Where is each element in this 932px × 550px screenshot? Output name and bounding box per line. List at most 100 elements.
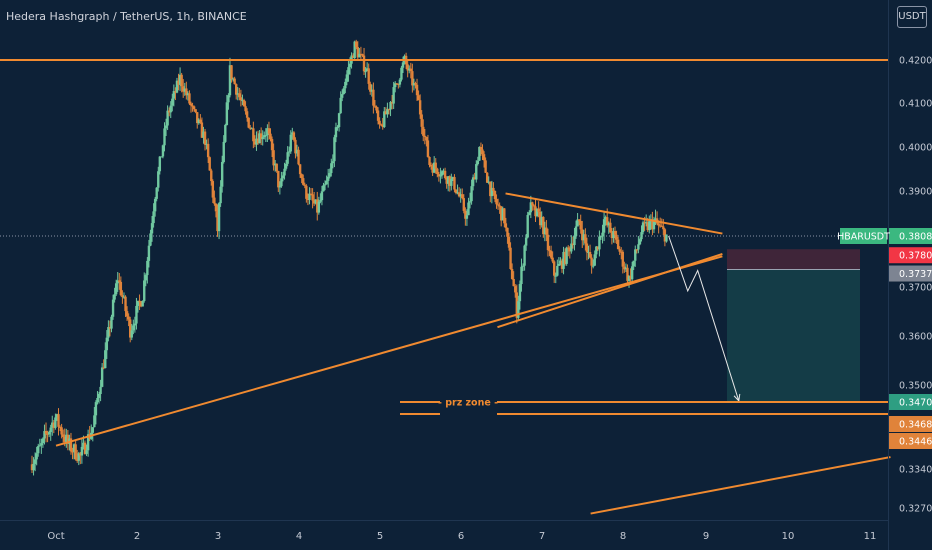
candle-body[interactable] (242, 100, 246, 107)
candle-body[interactable] (69, 438, 73, 452)
candle-body[interactable] (55, 414, 59, 418)
candle-body[interactable] (180, 74, 183, 87)
candle-body[interactable] (398, 79, 402, 85)
candle-body[interactable] (503, 208, 506, 224)
candle-body[interactable] (147, 245, 151, 261)
candle-body[interactable] (345, 74, 349, 82)
candle-body[interactable] (579, 220, 582, 230)
candle-body[interactable] (524, 237, 528, 246)
candle-body[interactable] (202, 131, 205, 138)
candle-body[interactable] (657, 223, 660, 226)
candle-body[interactable] (44, 431, 48, 434)
candle-body[interactable] (389, 102, 392, 110)
candle-body[interactable] (426, 140, 430, 157)
candle-body[interactable] (651, 219, 654, 230)
candle-body[interactable] (82, 442, 85, 447)
candle-body[interactable] (412, 83, 416, 86)
candle-body[interactable] (454, 189, 458, 193)
candle-body[interactable] (475, 164, 478, 180)
candle-body[interactable] (269, 133, 272, 140)
candle-body[interactable] (205, 143, 208, 145)
candle-body[interactable] (436, 168, 439, 175)
candle-body[interactable] (328, 173, 331, 177)
candle-body[interactable] (222, 141, 225, 163)
candle-body[interactable] (379, 124, 383, 126)
candle-body[interactable] (585, 243, 589, 253)
candle-body[interactable] (336, 127, 339, 129)
candle-body[interactable] (556, 265, 559, 276)
candle-body[interactable] (573, 235, 576, 246)
candle-body[interactable] (186, 93, 190, 96)
candle-body[interactable] (86, 434, 90, 451)
candle-body[interactable] (149, 233, 152, 246)
candle-body[interactable] (660, 225, 663, 227)
candle-body[interactable] (428, 156, 431, 165)
candle-body[interactable] (51, 422, 54, 428)
candle-body[interactable] (400, 67, 403, 80)
candle-body[interactable] (127, 316, 130, 320)
candle-body[interactable] (506, 227, 509, 237)
candle-body[interactable] (348, 63, 352, 68)
price-tag-last[interactable] (889, 228, 932, 244)
candle-body[interactable] (659, 225, 662, 227)
candle-body[interactable] (46, 433, 49, 435)
candle-body[interactable] (217, 203, 221, 232)
candle-body[interactable] (230, 65, 233, 79)
candle-body[interactable] (464, 210, 467, 219)
candle-body[interactable] (542, 217, 545, 235)
symbol-tag[interactable] (840, 228, 887, 244)
candle-body[interactable] (462, 198, 465, 211)
candle-body[interactable] (523, 245, 526, 266)
triangle-lower-line[interactable] (497, 252, 723, 329)
candle-body[interactable] (344, 81, 347, 89)
candle-body[interactable] (373, 105, 377, 107)
candle-body[interactable] (378, 120, 381, 125)
candle-body[interactable] (337, 113, 341, 128)
candle-body[interactable] (152, 211, 155, 224)
candle-body[interactable] (595, 246, 598, 255)
candle-body[interactable] (334, 127, 338, 138)
candle-body[interactable] (79, 453, 82, 456)
candle-body[interactable] (459, 194, 462, 197)
candle-body[interactable] (35, 453, 38, 460)
candle-body[interactable] (233, 78, 236, 85)
candle-body[interactable] (587, 251, 590, 253)
candle-body[interactable] (40, 443, 43, 446)
candle-body[interactable] (298, 164, 302, 175)
candle-body[interactable] (616, 239, 620, 250)
candle-body[interactable] (241, 100, 244, 102)
candle-body[interactable] (610, 232, 614, 239)
lower-channel-line[interactable] (590, 456, 891, 515)
candle-body[interactable] (203, 131, 207, 145)
candle-body[interactable] (309, 193, 313, 195)
candle-body[interactable] (85, 450, 88, 454)
candle-body[interactable] (570, 243, 573, 252)
candle-body[interactable] (57, 414, 60, 427)
candle-body[interactable] (281, 175, 285, 179)
candle-body[interactable] (341, 94, 344, 98)
candle-body[interactable] (397, 83, 400, 85)
candle-body[interactable] (476, 160, 480, 165)
candle-body[interactable] (166, 110, 169, 126)
candle-body[interactable] (124, 296, 127, 312)
candle-body[interactable] (37, 446, 40, 454)
candle-body[interactable] (537, 208, 540, 212)
candle-body[interactable] (606, 217, 609, 226)
candle-body[interactable] (208, 157, 211, 171)
candle-body[interactable] (136, 300, 140, 306)
candle-body[interactable] (535, 208, 539, 217)
candle-body[interactable] (493, 190, 497, 200)
candle-body[interactable] (60, 427, 63, 435)
candle-body[interactable] (540, 217, 543, 226)
candle-body[interactable] (294, 139, 297, 154)
currency-badge[interactable]: USDT (897, 6, 927, 28)
candle-body[interactable] (252, 128, 255, 142)
candle-body[interactable] (264, 135, 268, 137)
candle-body[interactable] (351, 55, 355, 59)
candle-body[interactable] (278, 186, 282, 188)
candle-body[interactable] (439, 175, 442, 177)
candle-body[interactable] (273, 163, 277, 166)
candle-body[interactable] (197, 119, 200, 124)
candle-body[interactable] (300, 174, 303, 179)
